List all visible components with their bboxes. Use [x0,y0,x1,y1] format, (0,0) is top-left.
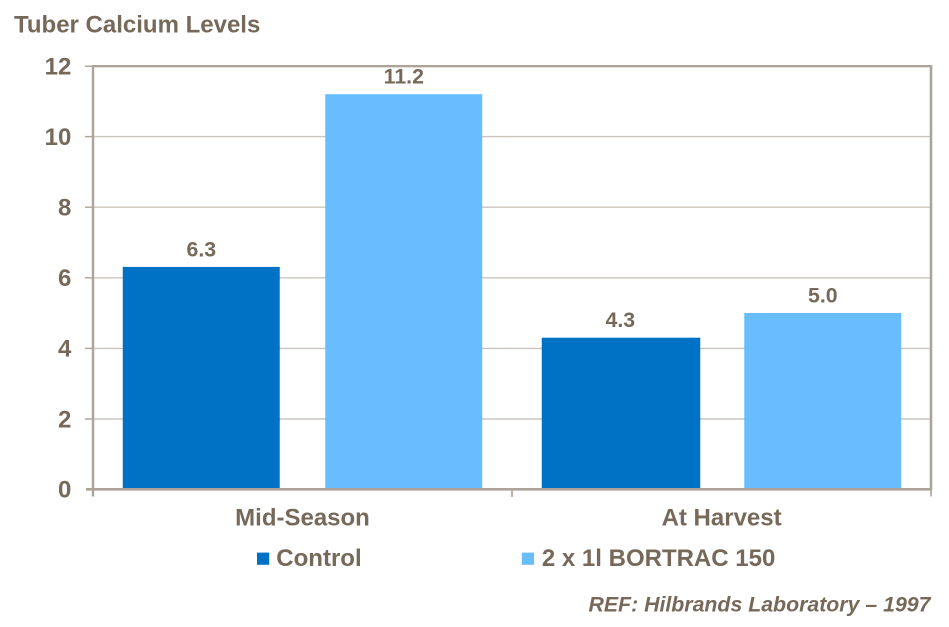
svg-text:8: 8 [58,195,71,222]
svg-text:Tuber Calcium Levels: Tuber Calcium Levels [14,12,260,39]
svg-text:At Harvest: At Harvest [662,505,782,532]
svg-text:6: 6 [58,265,71,292]
svg-text:Mid-Season: Mid-Season [235,505,370,532]
svg-text:6.3: 6.3 [186,237,216,261]
svg-text:12: 12 [45,54,72,81]
svg-text:Control: Control [276,545,361,572]
svg-text:0: 0 [58,477,71,504]
svg-text:REF: Hilbrands Laboratory – 19: REF: Hilbrands Laboratory – 1997 [588,592,931,616]
svg-text:4: 4 [58,336,72,363]
svg-text:5.0: 5.0 [808,284,838,308]
svg-text:2 x 1l BORTRAC 150: 2 x 1l BORTRAC 150 [542,545,775,572]
svg-text:10: 10 [45,124,72,151]
svg-text:11.2: 11.2 [384,65,424,89]
svg-text:2: 2 [58,406,71,433]
svg-text:4.3: 4.3 [605,308,635,332]
